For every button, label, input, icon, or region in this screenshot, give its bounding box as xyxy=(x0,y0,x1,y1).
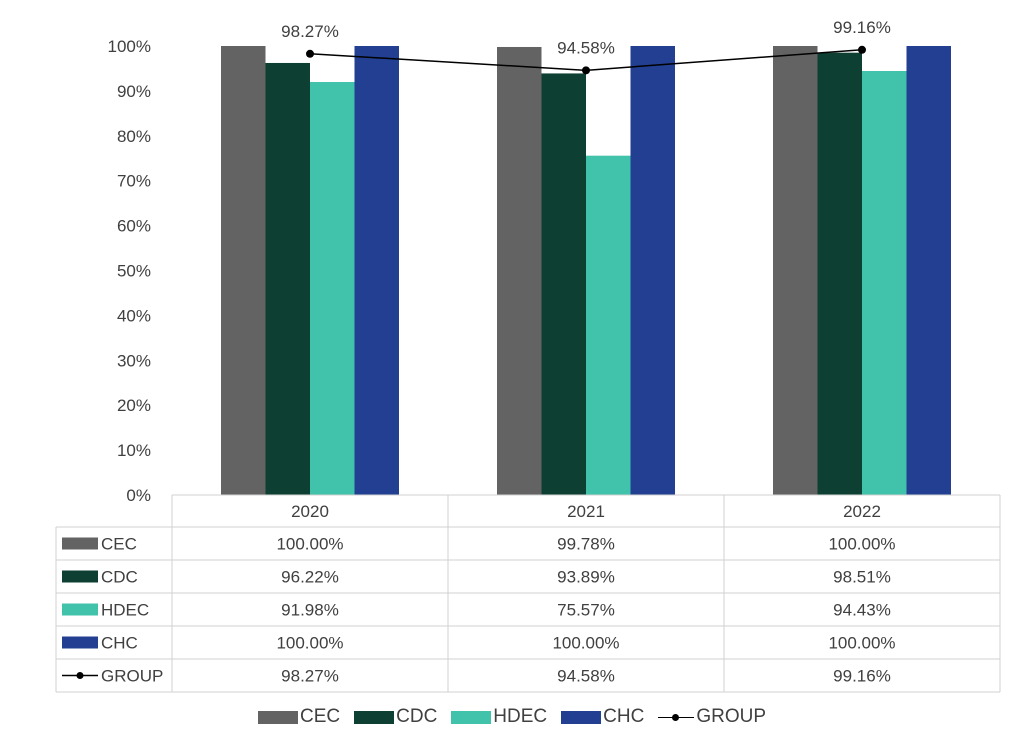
y-tick-label: 60% xyxy=(117,217,151,236)
table-cell: 99.78% xyxy=(557,535,615,554)
table-cell: 99.16% xyxy=(833,667,891,686)
table-key-hdec xyxy=(62,603,98,616)
table-row-label: GROUP xyxy=(101,667,163,686)
bar-cdc-2022 xyxy=(817,52,862,496)
table-cell: 100.00% xyxy=(828,634,895,653)
table-cell: 100.00% xyxy=(276,634,343,653)
legend-label-chc: CHC xyxy=(603,706,645,727)
group-point-2022 xyxy=(858,45,866,54)
x-tick-label: 2020 xyxy=(291,502,329,521)
table-key-marker-group xyxy=(76,672,84,679)
table-cell: 94.43% xyxy=(833,601,891,620)
table-cell: 98.51% xyxy=(833,568,891,587)
table-cell: 93.89% xyxy=(557,568,615,587)
table-cell: 96.22% xyxy=(281,568,339,587)
legend-item-chc: CHC xyxy=(561,706,644,728)
y-tick-label: 100% xyxy=(108,37,151,56)
y-tick-label: 80% xyxy=(117,127,151,146)
bar-chc-2020 xyxy=(354,46,399,495)
y-axis: 0% 10% 20% 30% 40% 50% 60% 70% 80% 90% 100% xyxy=(108,37,151,505)
bar-cec-2021 xyxy=(497,46,542,496)
legend-swatch-cec xyxy=(258,710,298,724)
bar-cec-2020 xyxy=(221,46,266,495)
legend-swatch-hdec xyxy=(451,710,492,724)
y-tick-label: 40% xyxy=(117,306,151,325)
group-data-label-2021: 94.58% xyxy=(557,38,615,57)
table-row-label: HDEC xyxy=(101,601,149,620)
legend: CEC CDC HDEC CHC GROUP xyxy=(0,702,1024,732)
legend-item-hdec: HDEC xyxy=(451,706,547,728)
table-cell: 75.57% xyxy=(557,601,615,620)
bar-chc-2022 xyxy=(906,46,951,495)
legend-item-group: GROUP xyxy=(658,706,766,728)
bar-chc-2021 xyxy=(630,46,675,495)
y-tick-label: 10% xyxy=(117,441,151,460)
table-row-label: CEC xyxy=(101,535,137,554)
y-tick-label: 70% xyxy=(117,172,151,191)
group-data-label-2020: 98.27% xyxy=(281,22,339,41)
table-cell: 94.58% xyxy=(557,667,615,686)
group-point-2020 xyxy=(306,49,314,58)
legend-label-hdec: HDEC xyxy=(493,706,548,727)
y-tick-label: 20% xyxy=(117,396,151,415)
table-cell: 100.00% xyxy=(828,535,895,554)
x-tick-label: 2022 xyxy=(843,502,881,521)
legend-label-group: GROUP xyxy=(696,706,766,727)
y-tick-label: 30% xyxy=(117,351,151,370)
legend-item-cec: CEC xyxy=(258,706,340,728)
bar-cdc-2021 xyxy=(541,73,586,495)
bar-cec-2022 xyxy=(773,46,818,495)
bars xyxy=(221,46,951,496)
table-row-label: CDC xyxy=(101,568,138,587)
group-line-series: 98.27% 94.58% 99.16% xyxy=(281,18,891,75)
group-point-2021 xyxy=(582,66,590,75)
y-tick-label: 0% xyxy=(126,486,151,505)
bar-cdc-2020 xyxy=(265,62,310,495)
chart: 0% 10% 20% 30% 40% 50% 60% 70% 80% 90% 100% 98.27%… xyxy=(55,18,1001,693)
legend-swatch-chc xyxy=(561,710,602,724)
legend-label-cec: CEC xyxy=(300,706,341,727)
table-cell: 100.00% xyxy=(552,634,619,653)
data-table: 2020 2021 2022 CEC 100.00% 99.78% 100.00% CDC 96… xyxy=(55,494,1001,693)
x-tick-label: 2021 xyxy=(567,502,605,521)
legend-label-cdc: CDC xyxy=(396,706,438,727)
table-key-cec xyxy=(62,537,98,550)
table-cell: 91.98% xyxy=(281,601,339,620)
table-key-cdc xyxy=(62,570,98,583)
y-tick-label: 50% xyxy=(117,262,151,281)
legend-swatch-cdc xyxy=(354,710,395,724)
table-cell: 100.00% xyxy=(276,535,343,554)
table-row-label: CHC xyxy=(101,634,138,653)
bar-hdec-2021 xyxy=(586,155,631,495)
table-cell: 98.27% xyxy=(281,667,339,686)
bar-hdec-2020 xyxy=(310,82,355,495)
bar-hdec-2022 xyxy=(862,71,907,495)
y-tick-label: 90% xyxy=(117,82,151,101)
legend-line-marker-icon xyxy=(658,711,695,724)
legend-item-cdc: CDC xyxy=(354,706,437,728)
group-data-label-2022: 99.16% xyxy=(833,18,891,37)
table-key-chc xyxy=(62,636,98,649)
